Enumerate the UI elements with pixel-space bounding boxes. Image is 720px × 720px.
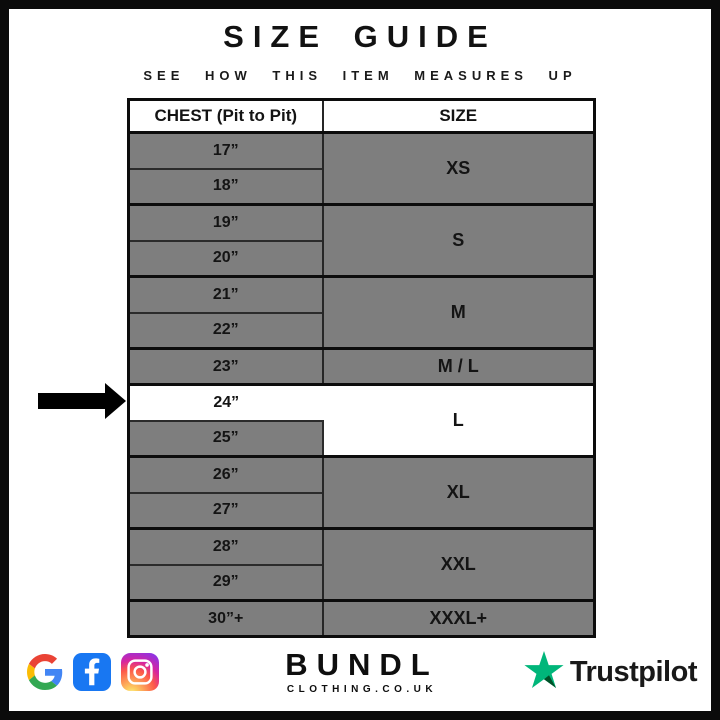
- table-row: 26” XL: [128, 455, 595, 529]
- size-cell-xs: XS: [321, 131, 595, 205]
- size-cell-xxxlplus: XXXL+: [321, 599, 595, 637]
- footer: BUNDL CLOTHING.CO.UK Trustpilot: [9, 643, 711, 701]
- table-row: 29”: [128, 563, 595, 601]
- table-row: 25”: [128, 419, 595, 457]
- table-row: 28” XXL: [128, 527, 595, 601]
- size-table-wrap: CHEST (Pit to Pit) SIZE 17” XS 18” 19” S…: [38, 98, 596, 638]
- page-subtitle: SEE HOW THIS ITEM MEASURES UP: [143, 68, 577, 83]
- chest-cell-27: 27”: [128, 491, 323, 529]
- arrow-indicator: [38, 383, 126, 419]
- chest-cell-30plus: 30”+: [128, 599, 323, 637]
- chest-cell-29: 29”: [128, 563, 323, 601]
- arrow-head-icon: [105, 383, 126, 419]
- size-guide-table: CHEST (Pit to Pit) SIZE 17” XS 18” 19” S…: [127, 98, 596, 638]
- size-cell-xl: XL: [321, 455, 595, 529]
- chest-cell-21: 21”: [128, 275, 323, 313]
- brand-logo: BUNDL CLOTHING.CO.UK: [227, 649, 497, 695]
- chest-cell-20: 20”: [128, 239, 323, 277]
- size-cell-ml: M / L: [321, 347, 595, 385]
- size-cell-l-highlighted: L: [322, 383, 595, 457]
- table-row: 30”+ XXXL+: [128, 599, 595, 637]
- size-cell-xxl: XXL: [321, 527, 595, 601]
- page-title: SIZE GUIDE: [223, 19, 497, 54]
- table-row: 23” M / L: [128, 347, 595, 385]
- facebook-icon[interactable]: [73, 653, 111, 691]
- column-header-size: SIZE: [321, 99, 595, 134]
- social-icons: [27, 653, 227, 691]
- chest-cell-22: 22”: [128, 311, 323, 349]
- table-row: 20”: [128, 239, 595, 277]
- table-row: 19” S: [128, 203, 595, 277]
- chest-cell-25: 25”: [128, 419, 324, 457]
- brand-name: BUNDL: [285, 647, 439, 682]
- trustpilot-star-icon: [524, 650, 564, 694]
- google-icon[interactable]: [27, 654, 63, 690]
- chest-cell-26: 26”: [128, 455, 323, 493]
- arrow-shaft: [38, 393, 105, 409]
- table-row: 27”: [128, 491, 595, 529]
- column-header-chest: CHEST (Pit to Pit): [128, 99, 323, 134]
- table-header-row: CHEST (Pit to Pit) SIZE: [128, 99, 595, 134]
- trustpilot-logo[interactable]: Trustpilot: [497, 650, 698, 694]
- chest-cell-17: 17”: [128, 131, 323, 169]
- size-cell-s: S: [321, 203, 595, 277]
- chest-cell-19: 19”: [128, 203, 323, 241]
- instagram-icon[interactable]: [121, 653, 159, 691]
- chest-cell-28: 28”: [128, 527, 323, 565]
- size-cell-m: M: [321, 275, 595, 349]
- chest-cell-23: 23”: [128, 347, 323, 385]
- chest-cell-18: 18”: [128, 167, 323, 205]
- table-row: 21” M: [128, 275, 595, 349]
- brand-domain: CLOTHING.CO.UK: [286, 684, 438, 695]
- table-row-highlighted: 24” L: [128, 383, 595, 457]
- trustpilot-wordmark: Trustpilot: [569, 655, 698, 688]
- table-row: 22”: [128, 311, 595, 349]
- table-row: 18”: [128, 167, 595, 205]
- table-row: 17” XS: [128, 131, 595, 205]
- chest-cell-24-highlighted: 24”: [128, 383, 323, 421]
